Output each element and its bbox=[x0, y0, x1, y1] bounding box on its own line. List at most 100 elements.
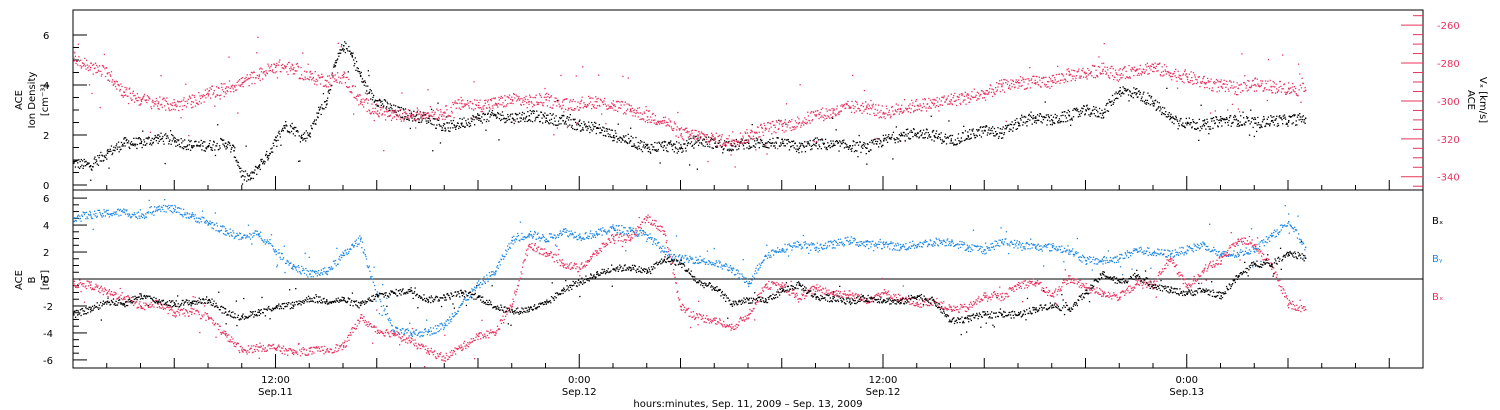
ion-density-point bbox=[814, 144, 816, 146]
velocity-vx-point bbox=[186, 100, 188, 102]
velocity-vx-point bbox=[470, 117, 472, 119]
velocity-vx-point bbox=[1107, 75, 1110, 77]
by-component-point bbox=[170, 205, 172, 207]
velocity-vx-point bbox=[231, 84, 234, 86]
by-component-point bbox=[181, 214, 183, 216]
ion-density-anchor bbox=[1085, 110, 1087, 112]
ion-density-point bbox=[907, 133, 909, 135]
ion-density-point bbox=[133, 143, 136, 145]
ion-density-point bbox=[918, 137, 920, 139]
ion-density-point bbox=[478, 114, 481, 116]
ion-density-point bbox=[498, 118, 501, 120]
ion-density-point bbox=[808, 142, 810, 145]
ion-density-point bbox=[437, 102, 439, 104]
by-component-point bbox=[281, 252, 283, 255]
ion-density-point bbox=[886, 137, 888, 139]
velocity-vx-point bbox=[416, 107, 418, 109]
ion-density-point bbox=[1071, 117, 1073, 119]
velocity-vx-point bbox=[648, 119, 650, 121]
ion-density-point bbox=[1243, 123, 1245, 125]
velocity-vx-point bbox=[265, 70, 267, 72]
ion-density-point bbox=[500, 114, 502, 116]
velocity-vx-point bbox=[641, 118, 643, 120]
velocity-vx-point bbox=[911, 104, 913, 107]
ion-density-point bbox=[741, 139, 743, 141]
by-component-point bbox=[121, 210, 123, 212]
ion-density-point bbox=[614, 137, 616, 139]
velocity-vx-point bbox=[480, 110, 482, 113]
velocity-vx-point bbox=[1060, 79, 1062, 81]
ion-density-point bbox=[878, 146, 880, 148]
ion-density-point bbox=[254, 165, 257, 168]
velocity-vx-point bbox=[251, 83, 253, 85]
ion-density-point bbox=[362, 81, 364, 83]
velocity-vx-point bbox=[1280, 91, 1283, 93]
ion-density-point bbox=[997, 127, 999, 129]
ion-density-point bbox=[328, 92, 330, 94]
velocity-vx-point bbox=[1197, 81, 1199, 83]
ion-density-point bbox=[1277, 124, 1280, 127]
by-component-point bbox=[359, 235, 361, 237]
velocity-vx-point bbox=[907, 108, 909, 110]
by-component-point bbox=[248, 236, 250, 238]
velocity-vx-point bbox=[902, 111, 905, 113]
ion-density-point bbox=[290, 126, 292, 128]
velocity-vx-point bbox=[547, 96, 549, 98]
ion-density-point bbox=[740, 140, 742, 143]
ion-density-point bbox=[905, 128, 908, 131]
top-right-ylabel-line1: ACE bbox=[1465, 90, 1476, 110]
velocity-vx-anchor bbox=[1271, 85, 1273, 88]
ion-density-point bbox=[297, 131, 299, 133]
ion-density-point bbox=[590, 128, 592, 131]
velocity-vx-point bbox=[187, 102, 189, 105]
ion-density-point bbox=[1140, 98, 1143, 100]
velocity-vx-point bbox=[1098, 56, 1100, 58]
by-component-point bbox=[367, 266, 369, 268]
velocity-vx-point bbox=[697, 134, 699, 136]
velocity-vx-point bbox=[479, 99, 481, 101]
velocity-vx-point bbox=[764, 129, 766, 131]
velocity-vx-point bbox=[653, 122, 655, 124]
velocity-vx-point bbox=[1301, 77, 1303, 79]
velocity-vx-point bbox=[427, 89, 429, 91]
by-component-point bbox=[357, 243, 359, 245]
velocity-vx-point bbox=[703, 134, 706, 136]
velocity-vx-point bbox=[919, 103, 921, 105]
ion-density-point bbox=[315, 123, 317, 125]
ion-density-point bbox=[151, 144, 153, 146]
ion-density-point bbox=[519, 117, 521, 119]
by-component-point bbox=[370, 277, 372, 280]
velocity-vx-point bbox=[792, 129, 794, 131]
by-component-point bbox=[276, 264, 279, 266]
velocity-vx-point bbox=[1029, 67, 1031, 69]
ion-density-point bbox=[513, 122, 515, 125]
ion-density-point bbox=[815, 145, 817, 147]
ion-density-point bbox=[680, 146, 683, 148]
ion-density-point bbox=[502, 114, 504, 117]
ion-density-point bbox=[336, 59, 338, 61]
velocity-vx-point bbox=[372, 107, 374, 110]
velocity-vx-point bbox=[594, 101, 596, 103]
by-component-point bbox=[347, 252, 349, 254]
velocity-vx-point bbox=[970, 95, 972, 97]
velocity-vx-point bbox=[566, 98, 568, 100]
velocity-vx-point bbox=[964, 91, 967, 93]
velocity-vx-point bbox=[1011, 86, 1013, 88]
velocity-vx-point bbox=[1236, 82, 1238, 84]
ion-density-point bbox=[227, 143, 229, 146]
ion-density-point bbox=[277, 139, 279, 141]
ion-density-point bbox=[426, 122, 428, 124]
velocity-vx-point bbox=[404, 111, 407, 113]
ion-density-point bbox=[422, 115, 424, 117]
velocity-vx-point bbox=[373, 119, 375, 122]
velocity-vx-anchor bbox=[123, 91, 126, 93]
velocity-vx-point bbox=[957, 98, 960, 101]
ion-density-point bbox=[673, 151, 675, 153]
ion-density-point bbox=[204, 150, 206, 152]
ion-density-point bbox=[402, 108, 404, 110]
velocity-vx-point bbox=[146, 101, 148, 104]
velocity-vx-point bbox=[868, 105, 870, 107]
ion-density-point bbox=[81, 164, 83, 166]
velocity-vx-point bbox=[709, 137, 711, 139]
ion-density-point bbox=[494, 113, 496, 115]
